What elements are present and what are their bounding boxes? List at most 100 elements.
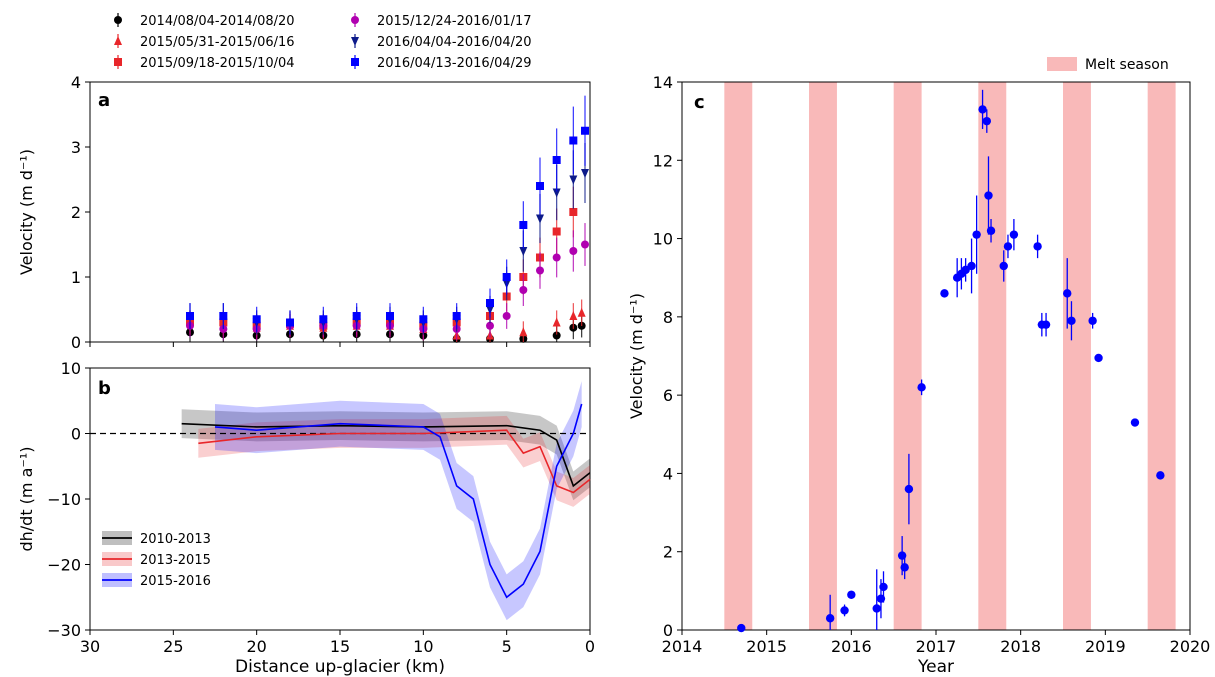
uncertainty-band [215, 381, 582, 621]
data-point [1009, 230, 1019, 239]
melt-season-band [809, 82, 837, 630]
melt-season-band [724, 82, 753, 630]
point [519, 327, 528, 337]
melt-season-band [893, 82, 922, 630]
xtick-label: 15 [330, 637, 350, 656]
data-point [1033, 242, 1042, 251]
point [536, 266, 544, 275]
point [577, 307, 586, 317]
panel-a-marks [186, 95, 589, 343]
data-point [904, 484, 914, 494]
legend-label: 2014/08/04-2014/08/20 [140, 14, 295, 29]
point [569, 311, 578, 320]
data-point [986, 226, 996, 235]
point [519, 221, 528, 229]
xtick-label: 2017 [916, 637, 957, 656]
data-point [872, 604, 881, 613]
xtick-label: 2018 [1000, 637, 1041, 656]
ytick-label: 12 [653, 151, 673, 170]
panel-a-yticks: 0 1 2 3 4 [71, 73, 591, 352]
point [519, 247, 528, 256]
melt-season-band [978, 82, 1007, 630]
xtick-label: 2014 [662, 637, 703, 656]
legend-a: 2014/08/04-2014/08/20 2015/05/31-2015/06/… [114, 13, 532, 71]
point [452, 312, 461, 320]
ytick-label: 2 [71, 203, 81, 222]
data-point [1003, 242, 1013, 251]
series-line [214, 403, 583, 599]
ytick-label: 3 [71, 138, 81, 157]
panel-c-tag: c [694, 92, 705, 113]
data-point [1088, 316, 1097, 325]
legend-label: 2013-2015 [140, 553, 211, 568]
point [186, 312, 194, 320]
ytick-label: 4 [71, 73, 81, 92]
data-point [1130, 418, 1140, 427]
panel-b-xlabel: Distance up-glacier (km) [235, 657, 445, 677]
series-line [181, 422, 591, 488]
point [486, 321, 494, 330]
point [386, 312, 394, 320]
panel-c-marks [737, 89, 1165, 633]
panel-a: a 0 1 2 3 4 Velocity (m d⁻¹) [17, 73, 591, 352]
panel-a-frame [89, 81, 591, 343]
data-point [825, 614, 835, 623]
uncertainty-band [198, 415, 591, 507]
xtick-label: 2015 [746, 637, 787, 656]
ytick-label: −10 [47, 490, 81, 509]
xtick-label: 2016 [831, 637, 872, 656]
data-point [967, 261, 976, 271]
ytick-label: 0 [71, 425, 81, 444]
xtick-label: 20 [246, 637, 266, 656]
point [552, 156, 561, 164]
uncertainty-band [181, 409, 590, 501]
legend-label: 2015/12/24-2016/01/17 [377, 14, 532, 29]
point [486, 299, 494, 307]
xtick-label: 2020 [1170, 637, 1211, 656]
data-point [1067, 316, 1076, 325]
ytick-label: 14 [653, 73, 673, 92]
panel-a-ylabel: Velocity (m d⁻¹) [17, 149, 36, 275]
ytick-label: 2 [663, 543, 673, 562]
point [581, 126, 589, 135]
data-point [1063, 289, 1072, 298]
ytick-label: 4 [663, 464, 673, 483]
data-point [972, 230, 981, 239]
legend-label: 2016/04/04-2016/04/20 [377, 35, 532, 50]
ytick-label: −30 [47, 621, 81, 640]
point [569, 175, 578, 185]
point [252, 315, 261, 324]
data-point [1156, 471, 1165, 480]
point [519, 286, 528, 294]
data-point [999, 261, 1008, 271]
panel-b-yticks: −30 −20 −10 0 10 [47, 359, 90, 640]
ytick-label: 8 [663, 308, 673, 327]
panel-c-xticks: 2014 2015 2016 2017 2018 2019 2020 [662, 630, 1211, 656]
legend-c: Melt season [1047, 57, 1169, 73]
legend-marker [114, 16, 122, 24]
xtick-label: 10 [413, 637, 433, 656]
legend-label: Melt season [1085, 57, 1169, 73]
point [569, 208, 578, 216]
point [569, 136, 578, 145]
melt-season-band [1147, 82, 1176, 630]
point [569, 247, 578, 255]
ytick-label: 0 [71, 333, 81, 352]
melt-season-bands [724, 82, 1176, 630]
point [502, 273, 511, 281]
data-point [961, 265, 970, 275]
legend-marker [351, 16, 359, 24]
ytick-label: 10 [61, 359, 81, 378]
panel-c-yticks: 0 2 4 6 8 10 12 14 [653, 73, 682, 640]
point [419, 315, 428, 324]
point [286, 318, 294, 327]
legend-label: 2016/04/13-2016/04/29 [377, 56, 532, 71]
ytick-label: −20 [47, 556, 81, 575]
legend-b: 2010-2013 2013-2015 2015-2016 [102, 531, 211, 589]
legend-marker [114, 36, 122, 45]
panel-c-ylabel: Velocity (m d⁻¹) [627, 293, 646, 419]
panel-b-tag: b [98, 378, 111, 399]
